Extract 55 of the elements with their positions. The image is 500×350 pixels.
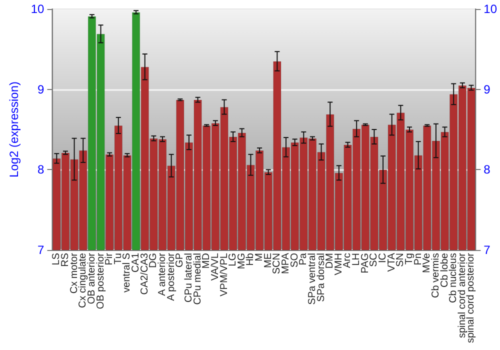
x-tick-label: SC bbox=[368, 253, 380, 267]
x-tick-label: Cb nucleus bbox=[448, 253, 460, 304]
x-tick-label: LH bbox=[351, 253, 362, 266]
x-tick-label: MVe bbox=[422, 252, 433, 274]
x-tick-label: DM bbox=[324, 253, 336, 269]
x-tick-label: OB anterior bbox=[86, 252, 98, 304]
x-tick-label: Cb vermis bbox=[430, 253, 442, 298]
x-tick-label: VA/VL bbox=[210, 252, 221, 281]
x-tick-label: spinal cord anterior bbox=[456, 252, 468, 338]
y-tick-label: 7 bbox=[38, 243, 45, 257]
y-tick-label: 9 bbox=[38, 82, 45, 96]
x-tick-label: VPM/VPL bbox=[218, 252, 230, 296]
x-tick-label: SPa ventral bbox=[306, 253, 318, 305]
x-tick-label: LG bbox=[228, 252, 239, 266]
x-tick-label: Pir bbox=[104, 252, 116, 266]
x-tick-label: Tu bbox=[112, 253, 124, 264]
x-tick-label: LS bbox=[51, 252, 62, 266]
x-tick-label: ME bbox=[262, 252, 274, 268]
y2-tick-label: 10 bbox=[484, 2, 498, 16]
x-tick-label: IC bbox=[378, 253, 389, 263]
x-tick-label: Arc bbox=[342, 253, 354, 268]
x-tick-label: Hb bbox=[245, 252, 256, 266]
x-tick-label: Cx cingulate bbox=[78, 252, 89, 308]
x-tick-label: Pn bbox=[412, 253, 424, 266]
x-tick-label: A anterior bbox=[157, 252, 168, 296]
x-tick-label: Tg bbox=[404, 253, 415, 265]
x-tick-label: MG bbox=[236, 252, 248, 270]
x-tick-label: Cb lobe bbox=[439, 252, 450, 288]
x-tick-label: SO bbox=[289, 252, 300, 268]
x-tick-label: CPu medial bbox=[192, 253, 204, 305]
x-tick-label: M bbox=[254, 253, 266, 262]
x-tick-label: CA1 bbox=[130, 252, 142, 272]
x-tick-label: GP bbox=[174, 252, 186, 268]
x-tick-label: CA2/CA3 bbox=[139, 252, 150, 295]
x-tick-label: VTA bbox=[386, 252, 398, 272]
x-tick-label: CPu lateral bbox=[183, 253, 194, 302]
x-tick-label: SN bbox=[395, 253, 406, 267]
x-tick-label: OB posterior bbox=[95, 252, 106, 310]
y2-tick-label: 8 bbox=[484, 162, 491, 177]
y-axis-title: Log2 (expression) bbox=[7, 81, 21, 178]
x-tick-label: MPA bbox=[280, 252, 292, 274]
y2-tick-label: 9 bbox=[484, 82, 491, 96]
x-tick-label: DG bbox=[148, 252, 160, 268]
x-tick-label: RS bbox=[60, 252, 71, 267]
x-tick-label: A posterior bbox=[166, 252, 177, 301]
x-tick-label: SPa dorsal bbox=[316, 253, 327, 302]
x-tick-label: SCN bbox=[272, 253, 283, 274]
y-tick-label: 10 bbox=[30, 2, 45, 16]
x-tick-label: VMH bbox=[333, 253, 344, 276]
x-tick-label: spinal cord posterior bbox=[466, 252, 477, 344]
x-tick-label: Pa bbox=[298, 252, 310, 266]
x-tick-label: ventral S bbox=[122, 252, 133, 292]
y2-tick-label: 7 bbox=[484, 243, 491, 257]
y-tick-label: 8 bbox=[38, 162, 45, 177]
x-tick-label: PAG bbox=[360, 252, 371, 274]
